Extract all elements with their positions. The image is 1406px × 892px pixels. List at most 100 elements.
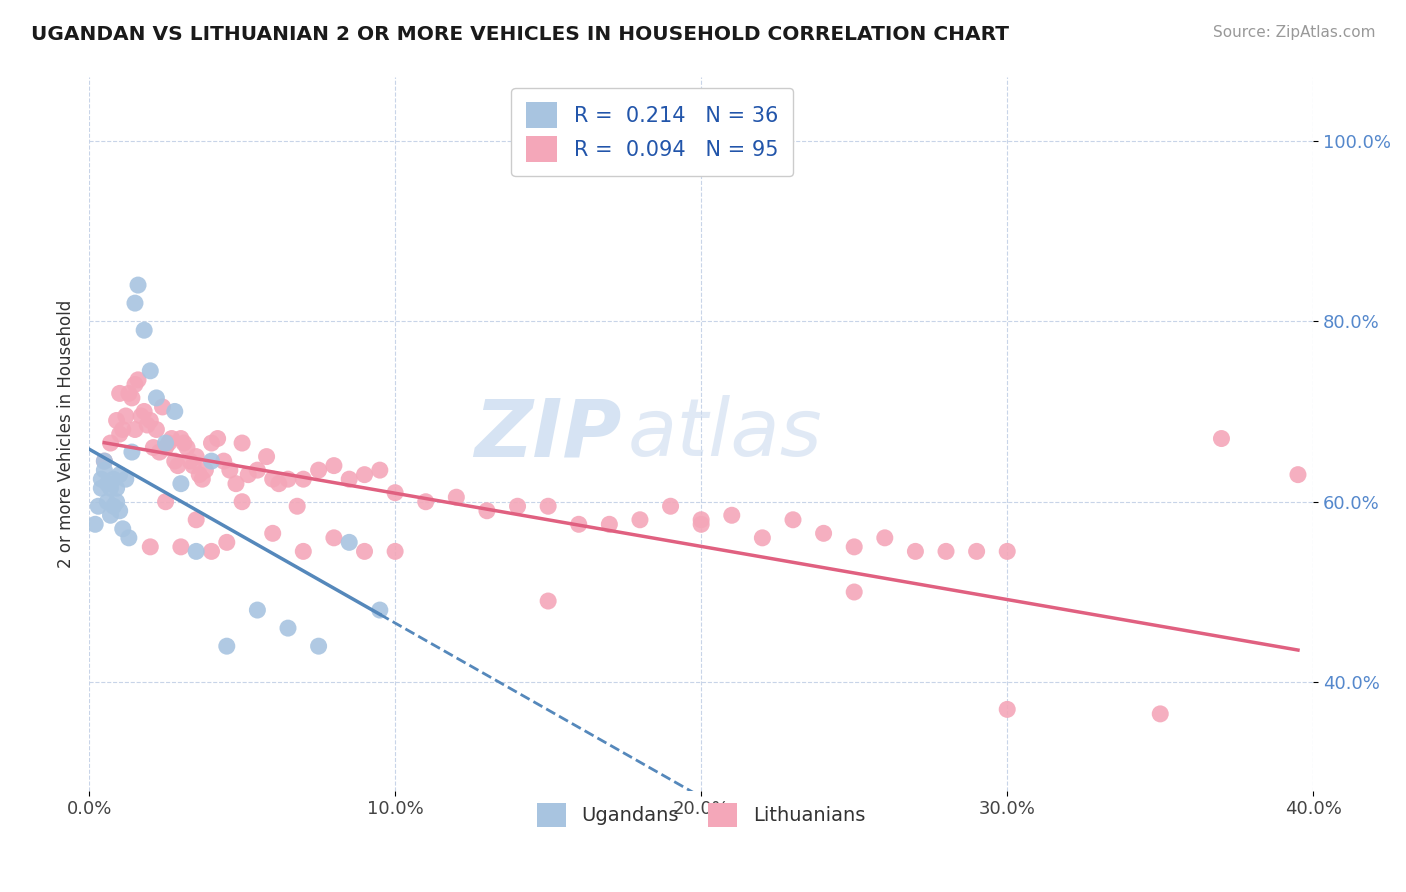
Point [124,423,146,437]
Point [200,544,222,558]
Point [256,450,278,464]
Point [155,494,177,508]
Point [537,500,560,514]
Point [384,544,406,558]
Point [446,490,468,504]
Point [598,517,620,532]
Point [475,504,498,518]
Point [995,544,1018,558]
Point [124,377,146,392]
Point [659,500,682,514]
Point [136,417,159,432]
Point [506,500,529,514]
Text: Source: ZipAtlas.com: Source: ZipAtlas.com [1212,25,1375,40]
Text: UGANDAN VS LITHUANIAN 2 OR MORE VEHICLES IN HOUSEHOLD CORRELATION CHART: UGANDAN VS LITHUANIAN 2 OR MORE VEHICLES… [31,25,1010,44]
Point [194,463,217,477]
Point [170,432,193,446]
Point [114,472,136,486]
Point [155,441,177,455]
Point [353,467,375,482]
Y-axis label: 2 or more Vehicles in Household: 2 or more Vehicles in Household [58,300,75,568]
Point [292,544,315,558]
Point [129,409,152,423]
Point [96,476,118,491]
Point [181,458,204,473]
Point [145,391,167,405]
Point [157,436,180,450]
Point [308,463,330,477]
Point [337,472,360,486]
Point [166,458,188,473]
Point [207,432,229,446]
Point [690,513,713,527]
Point [200,436,222,450]
Point [904,544,927,558]
Point [152,400,174,414]
Point [142,441,165,455]
Point [114,409,136,423]
Point [200,454,222,468]
Legend: Ugandans, Lithuanians: Ugandans, Lithuanians [529,795,873,834]
Point [844,540,866,554]
Point [782,513,804,527]
Point [238,467,260,482]
Point [262,526,284,541]
Point [179,454,201,468]
Point [844,585,866,599]
Point [103,500,125,514]
Point [87,500,110,514]
Point [188,467,211,482]
Point [160,432,183,446]
Point [368,463,391,477]
Point [246,603,269,617]
Point [170,540,193,554]
Point [215,535,238,549]
Point [322,531,344,545]
Point [690,517,713,532]
Point [139,364,162,378]
Point [90,472,112,486]
Point [93,454,115,468]
Point [105,413,128,427]
Text: atlas: atlas [627,395,823,473]
Point [751,531,773,545]
Point [118,531,141,545]
Point [139,413,162,427]
Point [277,621,299,635]
Point [218,463,240,477]
Point [100,436,122,450]
Point [100,508,122,523]
Point [108,504,131,518]
Point [285,500,308,514]
Point [105,494,128,508]
Point [384,485,406,500]
Point [267,476,290,491]
Point [966,544,988,558]
Point [1149,706,1171,721]
Point [212,454,235,468]
Point [1286,467,1309,482]
Point [134,404,156,418]
Point [148,445,170,459]
Point [262,472,284,486]
Point [191,472,214,486]
Point [246,463,269,477]
Text: ZIP: ZIP [474,395,621,473]
Point [108,386,131,401]
Point [173,436,195,450]
Point [103,472,125,486]
Point [308,639,330,653]
Point [537,594,560,608]
Point [93,454,115,468]
Point [935,544,957,558]
Point [368,603,391,617]
Point [353,544,375,558]
Point [93,463,115,477]
Point [121,445,143,459]
Point [134,323,156,337]
Point [105,481,128,495]
Point [568,517,591,532]
Point [1256,855,1278,870]
Point [111,423,134,437]
Point [111,522,134,536]
